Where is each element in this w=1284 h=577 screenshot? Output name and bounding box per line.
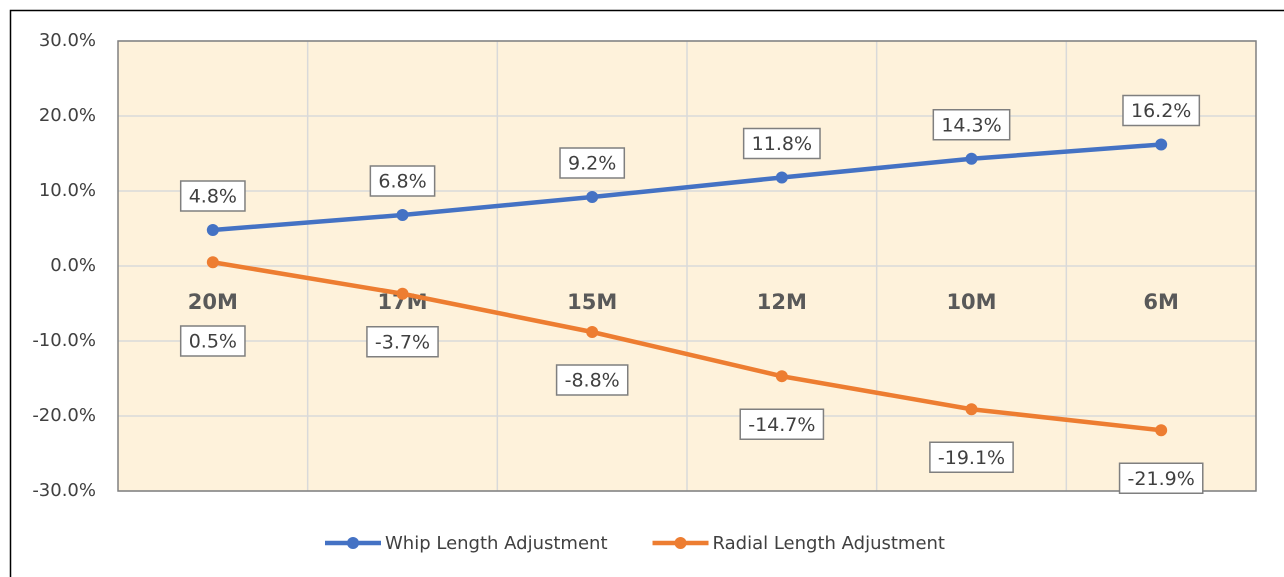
data-label: -21.9% <box>1118 462 1204 494</box>
data-point <box>586 191 599 203</box>
data-label-text: -3.7% <box>375 331 430 353</box>
legend-marker <box>347 537 359 549</box>
data-label-text: -21.9% <box>1128 468 1195 490</box>
data-label: -3.7% <box>366 326 439 358</box>
data-label-text: 4.8% <box>189 186 237 208</box>
data-label: 14.3% <box>932 109 1011 141</box>
y-tick-label: -20.0% <box>32 405 96 426</box>
data-label-box <box>742 127 821 160</box>
data-label-text: 14.3% <box>941 114 1001 136</box>
data-label-box <box>1118 462 1204 494</box>
data-label-box <box>555 364 629 396</box>
data-label-box <box>739 408 825 440</box>
series-line <box>212 142 1162 233</box>
x-tick-label: 10M <box>946 290 996 314</box>
data-label-text: 9.2% <box>568 153 616 175</box>
data-label: -8.8% <box>555 364 629 396</box>
data-label-box <box>179 180 246 212</box>
data-label: 6.8% <box>369 165 436 197</box>
data-label-box <box>369 165 436 197</box>
data-label-text: -19.1% <box>938 447 1005 469</box>
y-tick-label: 10.0% <box>39 180 96 201</box>
data-label: 9.2% <box>559 147 626 179</box>
data-label: 11.8% <box>742 127 821 160</box>
data-label-box <box>559 147 626 179</box>
data-point <box>775 171 788 184</box>
data-point <box>586 326 599 338</box>
x-tick-label: 20M <box>188 290 238 314</box>
data-label-box <box>932 109 1011 141</box>
y-tick-label: 0.0% <box>50 255 96 276</box>
data-label: 16.2% <box>1122 94 1201 127</box>
data-point <box>206 256 219 269</box>
x-tick-label: 15M <box>567 290 617 314</box>
legend-label: Whip Length Adjustment <box>385 533 608 554</box>
y-tick-label: -30.0% <box>32 480 96 501</box>
data-label-box <box>366 326 439 358</box>
y-tick-label: 20.0% <box>39 105 96 126</box>
series-line <box>212 260 1162 433</box>
data-label-box <box>1122 94 1201 127</box>
data-label-text: 11.8% <box>752 133 812 155</box>
data-point <box>965 152 978 165</box>
data-label: -19.1% <box>929 441 1014 473</box>
data-label-box <box>929 441 1014 473</box>
data-label-text: -14.7% <box>748 414 815 436</box>
data-label: 0.5% <box>179 325 246 357</box>
x-tick-label: 6M <box>1143 290 1179 314</box>
data-point <box>965 403 978 416</box>
data-point <box>396 209 409 221</box>
data-label-text: 0.5% <box>189 331 237 353</box>
data-label: -14.7% <box>739 408 825 440</box>
data-point <box>1155 424 1168 437</box>
y-tick-label: 30.0% <box>39 30 96 51</box>
data-point <box>775 370 788 383</box>
data-label-box <box>179 325 246 357</box>
plot-border <box>117 40 1257 492</box>
y-tick-label: -10.0% <box>32 330 96 351</box>
legend-label: Radial Length Adjustment <box>713 533 945 554</box>
data-label-text: -8.8% <box>565 370 620 392</box>
data-label: 4.8% <box>179 180 246 212</box>
data-point <box>396 287 409 300</box>
x-tick-label: 12M <box>757 290 807 314</box>
data-label-text: 16.2% <box>1131 100 1191 122</box>
data-label-text: 6.8% <box>378 171 426 193</box>
data-point <box>206 224 219 236</box>
data-point <box>1155 138 1168 151</box>
legend-marker <box>674 537 687 549</box>
